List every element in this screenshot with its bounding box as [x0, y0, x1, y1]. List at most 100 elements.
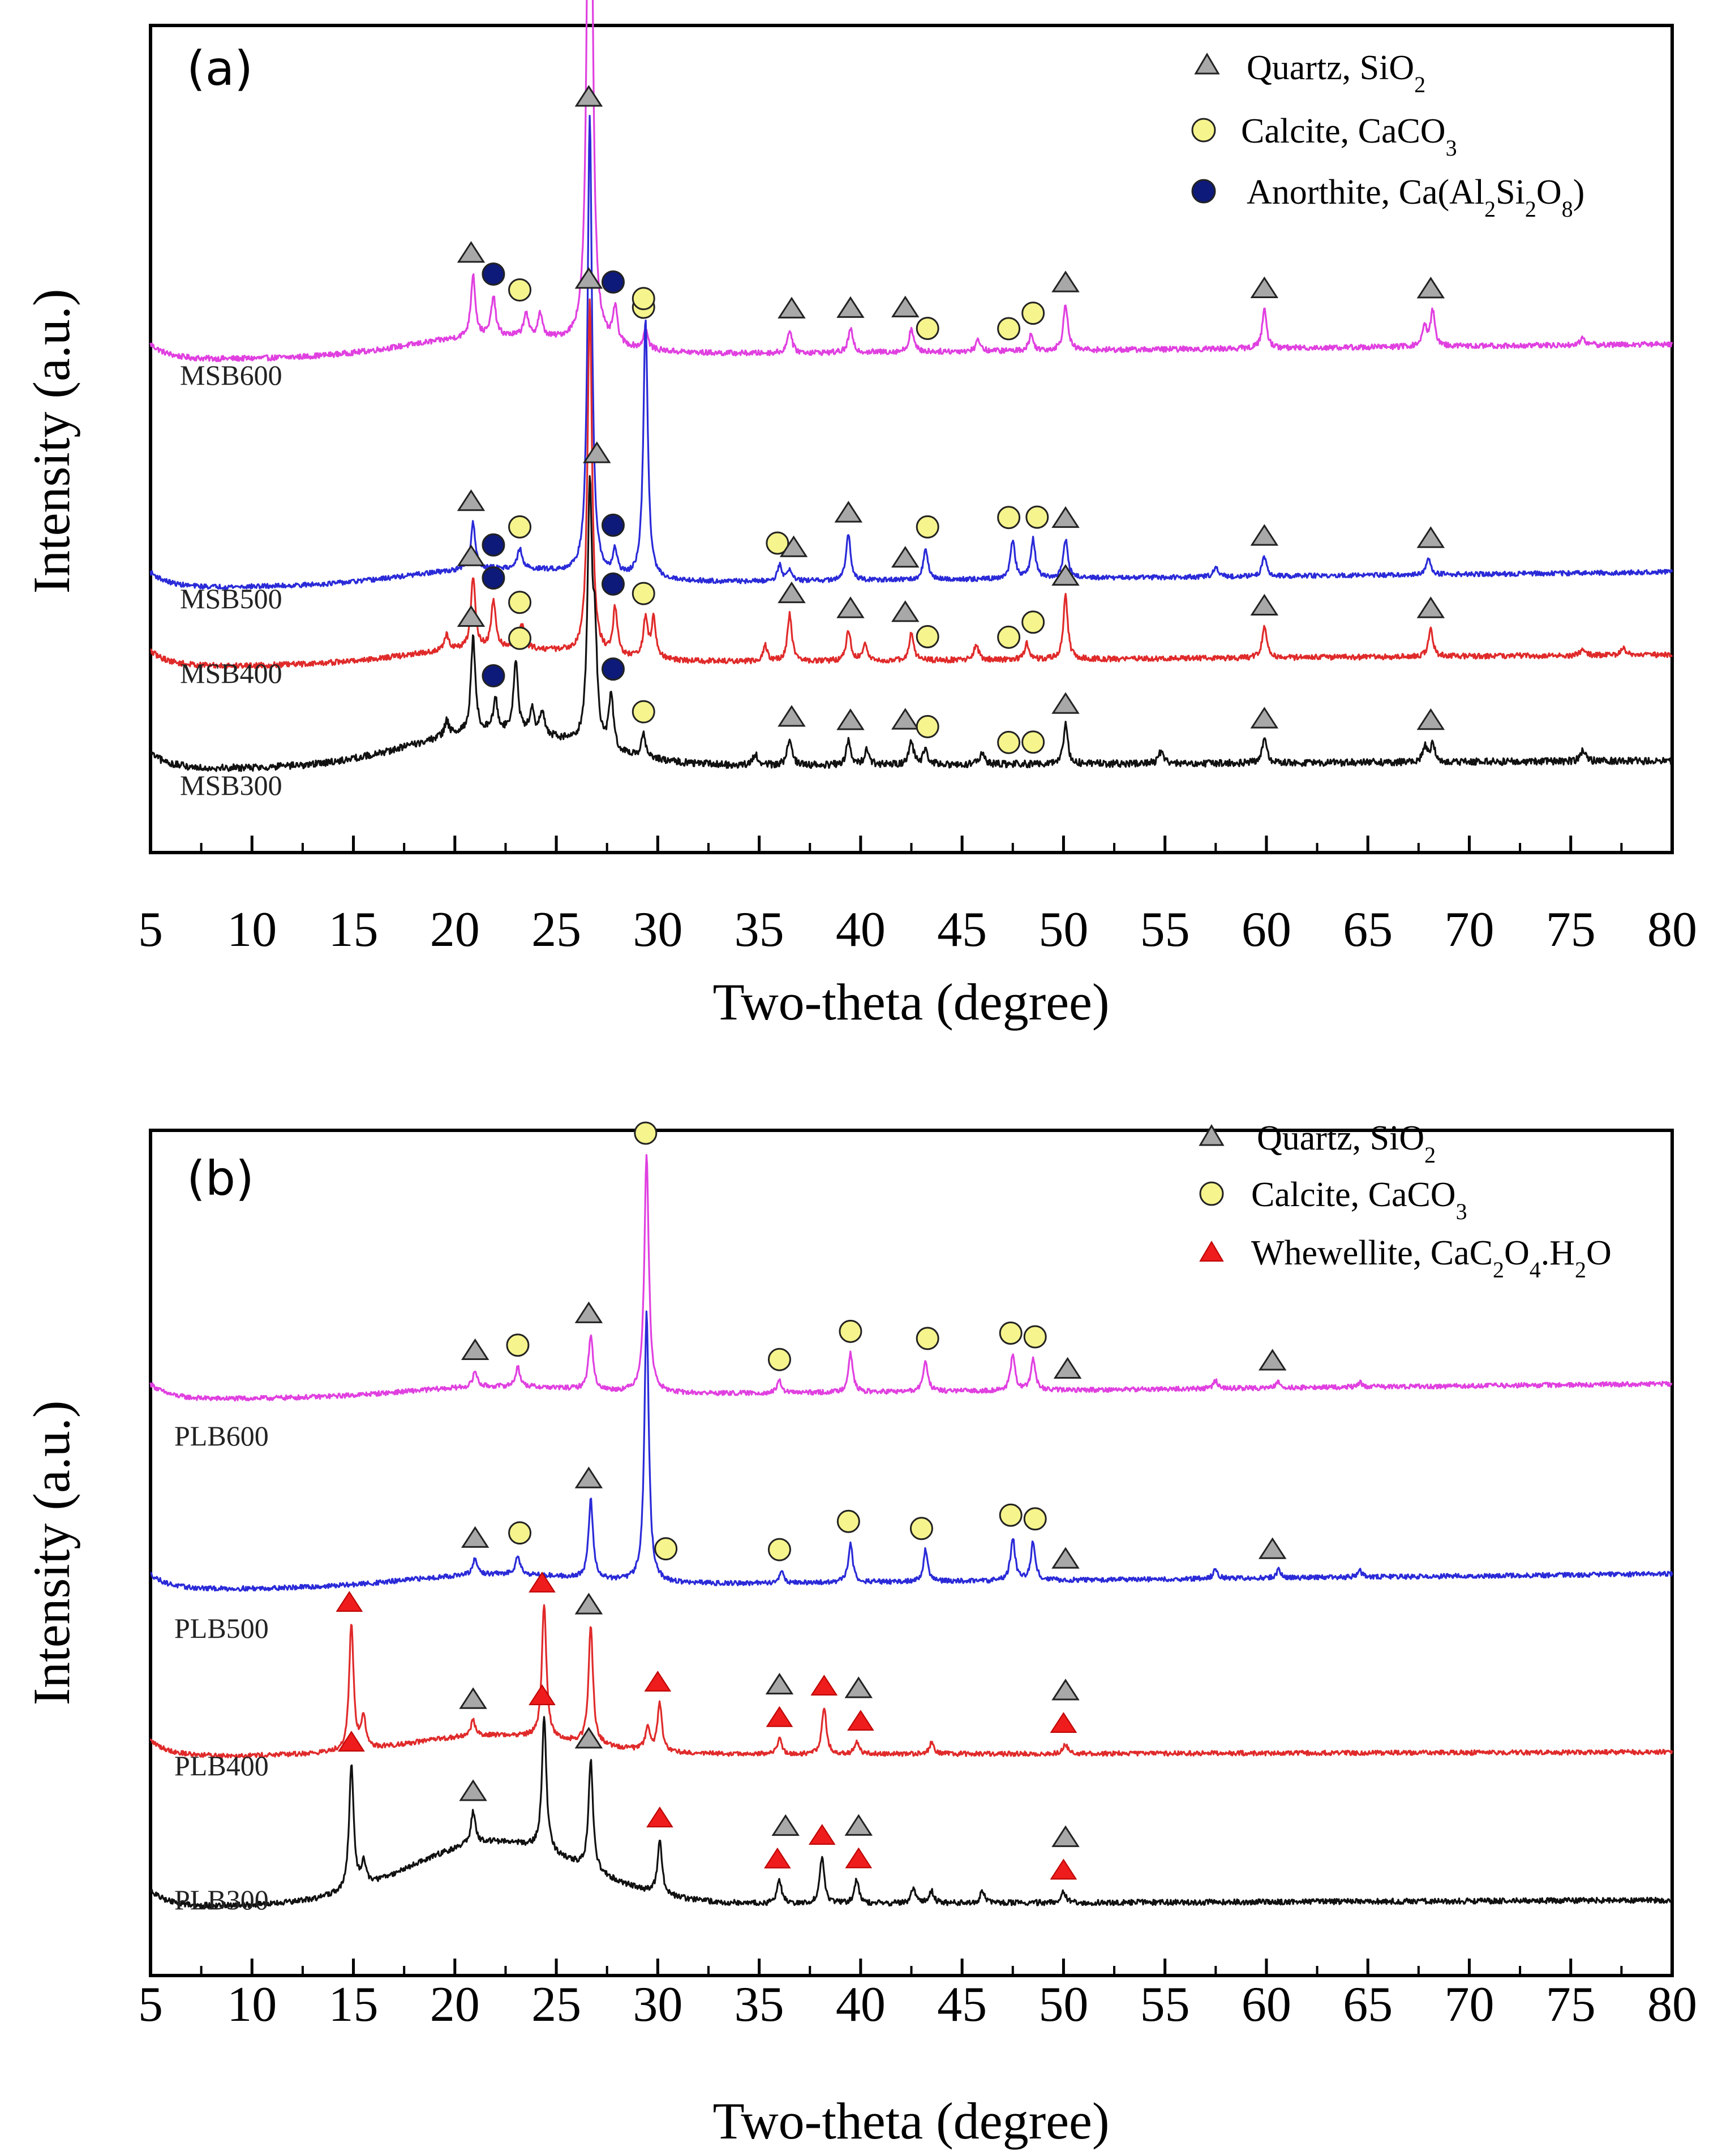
- whewellite-marker-icon: [810, 1675, 838, 1696]
- quartz-marker-icon: [891, 295, 920, 317]
- whewellite-marker-icon: [1050, 1858, 1077, 1880]
- anorthite-marker-icon: [601, 657, 625, 681]
- quartz-marker-icon: [461, 1338, 489, 1361]
- whewellite-marker-icon: [644, 1671, 672, 1692]
- series-label-msb500: MSB500: [180, 583, 282, 614]
- legend-b-whewellite-label: Whewellite, CaC2O4.H2O: [1251, 1234, 1612, 1283]
- calcite-marker-icon: [1021, 302, 1045, 325]
- quartz-marker-icon: [778, 296, 806, 319]
- whewellite-marker-icon: [1050, 1712, 1077, 1733]
- quartz-marker-icon: [1051, 692, 1080, 714]
- series-msb600-line: [149, 0, 1673, 363]
- panel-b-y-axis-title: Intensity (a.u.): [23, 1400, 80, 1705]
- x-tick-label: 15: [329, 902, 379, 957]
- x-tick-label: 45: [937, 1977, 987, 2032]
- quartz-marker-icon: [1053, 1357, 1082, 1379]
- calcite-marker-icon: [1023, 1325, 1047, 1349]
- legend-a-quartz-label: Quartz, SiO2: [1247, 49, 1425, 97]
- x-tick-label: 5: [138, 902, 163, 957]
- legend-a-quartz: Quartz, SiO2: [1194, 49, 1425, 97]
- series-label-plb400: PLB400: [174, 1750, 269, 1781]
- panel-a-label: (a): [187, 41, 253, 96]
- calcite-marker-icon: [999, 1321, 1023, 1345]
- quartz-marker-icon: [574, 267, 603, 289]
- calcite-marker-icon: [632, 287, 655, 311]
- calcite-marker-icon: [909, 1517, 933, 1540]
- quartz-marker-icon: [1051, 1547, 1080, 1569]
- anorthite-marker-icon: [601, 513, 625, 537]
- calcite-marker-icon: [767, 1348, 791, 1371]
- legend-a-anorthite: Anorthite, Ca(Al2Si2O8): [1191, 173, 1584, 222]
- calcite-marker-icon: [916, 625, 939, 648]
- quartz-marker-icon: [836, 708, 865, 730]
- calcite-marker-icon: [767, 1538, 791, 1561]
- legend-b-calcite-label: Calcite, CaCO3: [1251, 1176, 1467, 1224]
- anorthite-marker-icon: [601, 270, 625, 294]
- x-tick-label: 30: [633, 902, 682, 957]
- quartz-marker-icon: [1051, 1679, 1080, 1701]
- calcite-marker-icon: [1021, 730, 1045, 754]
- legend-b-quartz: Quartz, SiO2: [1199, 1119, 1436, 1168]
- calcite-marker-icon: [508, 278, 532, 302]
- quartz-marker-icon: [459, 1687, 487, 1709]
- panel-b-x-axis-title: Two-theta (degree): [712, 2092, 1109, 2150]
- calcite-marker-icon: [508, 591, 532, 614]
- legend-a-calcite-label: Calcite, CaCO3: [1241, 112, 1457, 161]
- quartz-marker-icon: [891, 546, 920, 568]
- anorthite-marker-icon: [482, 566, 505, 590]
- series-label-plb600: PLB600: [174, 1420, 269, 1452]
- calcite-marker-icon: [997, 625, 1021, 649]
- panel-b-x-tick-labels: 5 10 15 20 25 30 35 40 45 50 55 60 65 70 75 80: [138, 1977, 1697, 2032]
- quartz-marker-icon: [778, 581, 806, 604]
- calcite-marker-icon: [997, 506, 1021, 530]
- quartz-marker-icon: [574, 85, 603, 107]
- quartz-marker-icon: [574, 1593, 603, 1615]
- calcite-marker-icon: [508, 1521, 532, 1545]
- quartz-marker-icon: [1416, 277, 1445, 299]
- legend-b-whewellite: Whewellite, CaC2O4.H2O: [1199, 1234, 1612, 1283]
- anorthite-marker-icon: [482, 262, 505, 286]
- calcite-marker-icon: [654, 1537, 678, 1561]
- panel-b-series: PLB600 PLB500 PLB400 PLB300: [149, 1154, 1673, 1916]
- quartz-marker-icon: [778, 705, 806, 727]
- quartz-marker-icon: [779, 535, 808, 557]
- series-plb400-line: [149, 1604, 1673, 1759]
- quartz-marker-icon: [457, 241, 486, 263]
- quartz-marker-icon: [891, 708, 920, 730]
- quartz-marker-icon: [1250, 276, 1279, 298]
- whewellite-marker-icon: [646, 1806, 673, 1828]
- panel-b-chart: 5 10 15 20 25 30 35 40 45 50 55 60 65 70 75 80 PLB600PL…: [23, 1119, 1697, 2150]
- quartz-marker-icon: [1051, 1825, 1080, 1847]
- x-tick-label: 80: [1647, 902, 1697, 957]
- series-msb400-line: [150, 298, 1673, 669]
- series-label-plb500: PLB500: [174, 1612, 269, 1644]
- whewellite-marker-icon: [764, 1847, 791, 1869]
- x-tick-label: 40: [836, 902, 886, 957]
- series-label-msb400: MSB400: [180, 657, 282, 689]
- quartz-marker-icon: [1051, 506, 1080, 528]
- calcite-marker-icon: [836, 1509, 860, 1533]
- quartz-marker-icon: [459, 1779, 487, 1801]
- panel-a-phase-markers: [457, 85, 1445, 754]
- legend-a-anorthite-label: Anorthite, Ca(Al2Si2O8): [1247, 173, 1584, 222]
- calcite-marker-icon: [997, 730, 1021, 754]
- quartz-marker-icon: [844, 1676, 873, 1698]
- quartz-marker-icon: [1051, 564, 1080, 586]
- calcite-marker-icon: [632, 700, 655, 724]
- quartz-marker-icon: [1258, 1349, 1287, 1371]
- anorthite-marker-icon: [482, 533, 505, 557]
- calcite-marker-icon: [508, 515, 532, 539]
- calcite-marker-icon: [632, 582, 655, 605]
- calcite-marker-icon: [766, 531, 789, 555]
- quartz-marker-icon: [844, 1814, 873, 1836]
- x-tick-label: 5: [138, 1977, 163, 2032]
- quartz-marker-icon: [1250, 593, 1279, 616]
- legend-b-quartz-label: Quartz, SiO2: [1257, 1119, 1436, 1168]
- panel-a-series: MSB600 MSB500 MSB400 MSB300: [149, 0, 1673, 801]
- quartz-marker-icon: [574, 1466, 603, 1488]
- whewellite-marker-icon: [766, 1706, 793, 1727]
- whewellite-marker-icon: [529, 1684, 556, 1706]
- anorthite-marker-icon: [482, 664, 505, 687]
- panel-b-label: (b): [187, 1151, 254, 1206]
